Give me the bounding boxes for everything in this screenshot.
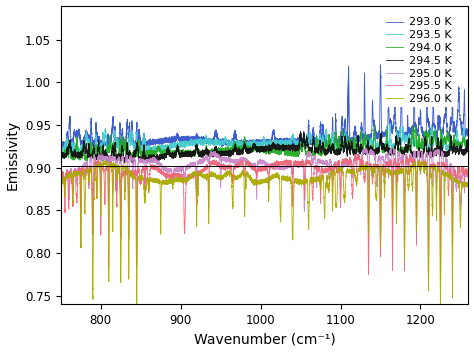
296.0 K	[164, 180, 169, 184]
296.0 K	[306, 225, 311, 229]
295.0 K	[118, 175, 124, 179]
293.0 K	[118, 139, 124, 143]
293.5 K	[118, 145, 124, 149]
296.0 K	[80, 170, 85, 174]
293.5 K	[58, 152, 64, 156]
294.5 K	[273, 146, 278, 150]
Line: 294.5 K: 294.5 K	[61, 132, 468, 163]
295.0 K	[273, 165, 278, 170]
Line: 294.0 K: 294.0 K	[61, 126, 468, 161]
295.5 K	[426, 285, 431, 289]
295.5 K	[465, 170, 471, 175]
296.0 K	[118, 214, 124, 219]
294.0 K	[372, 124, 377, 128]
295.5 K	[164, 174, 169, 178]
294.0 K	[100, 159, 106, 163]
295.0 K	[267, 164, 273, 169]
295.5 K	[80, 169, 85, 173]
Line: 295.5 K: 295.5 K	[61, 154, 468, 287]
293.0 K	[306, 118, 311, 122]
293.0 K	[267, 141, 273, 145]
295.0 K	[78, 245, 83, 250]
295.0 K	[306, 152, 311, 156]
294.5 K	[298, 130, 303, 134]
294.5 K	[164, 152, 169, 156]
294.0 K	[164, 150, 169, 154]
294.0 K	[58, 152, 64, 157]
Line: 293.0 K: 293.0 K	[61, 63, 468, 148]
295.5 K	[273, 164, 278, 169]
293.5 K	[306, 143, 311, 147]
296.0 K	[438, 307, 443, 311]
293.5 K	[59, 153, 64, 157]
296.0 K	[101, 158, 107, 163]
Line: 296.0 K: 296.0 K	[61, 161, 468, 309]
293.0 K	[411, 61, 417, 65]
Legend: 293.0 K, 293.5 K, 294.0 K, 294.5 K, 295.0 K, 295.5 K, 296.0 K: 293.0 K, 293.5 K, 294.0 K, 294.5 K, 295.…	[383, 14, 455, 107]
294.5 K	[118, 151, 124, 156]
295.5 K	[306, 160, 311, 164]
294.5 K	[58, 154, 64, 158]
293.5 K	[387, 121, 393, 125]
294.5 K	[465, 151, 471, 156]
293.0 K	[164, 140, 169, 144]
293.0 K	[273, 138, 278, 143]
293.0 K	[465, 133, 471, 137]
293.0 K	[58, 143, 64, 147]
294.5 K	[267, 145, 273, 149]
295.5 K	[352, 152, 358, 156]
295.0 K	[58, 173, 64, 177]
293.5 K	[267, 139, 273, 144]
295.5 K	[58, 174, 64, 178]
294.5 K	[306, 147, 311, 152]
293.5 K	[273, 140, 278, 145]
294.5 K	[80, 154, 85, 158]
296.0 K	[273, 174, 278, 178]
296.0 K	[465, 182, 471, 187]
294.0 K	[273, 150, 278, 154]
295.0 K	[465, 174, 471, 178]
293.0 K	[63, 146, 69, 150]
Line: 295.0 K: 295.0 K	[61, 147, 468, 247]
294.0 K	[465, 142, 471, 146]
293.5 K	[465, 144, 471, 148]
295.0 K	[388, 145, 394, 150]
293.5 K	[80, 145, 85, 150]
295.5 K	[118, 186, 124, 190]
295.0 K	[80, 171, 85, 176]
296.0 K	[58, 179, 64, 183]
296.0 K	[267, 176, 273, 180]
X-axis label: Wavenumber (cm⁻¹): Wavenumber (cm⁻¹)	[194, 332, 336, 346]
294.0 K	[306, 151, 311, 155]
294.0 K	[80, 155, 85, 159]
294.0 K	[118, 149, 124, 153]
295.5 K	[267, 166, 273, 171]
Line: 293.5 K: 293.5 K	[61, 123, 468, 155]
294.5 K	[122, 161, 128, 165]
293.5 K	[164, 146, 169, 150]
293.0 K	[80, 142, 85, 146]
294.0 K	[267, 147, 273, 151]
295.0 K	[164, 167, 169, 171]
Y-axis label: Emissivity: Emissivity	[6, 120, 19, 190]
